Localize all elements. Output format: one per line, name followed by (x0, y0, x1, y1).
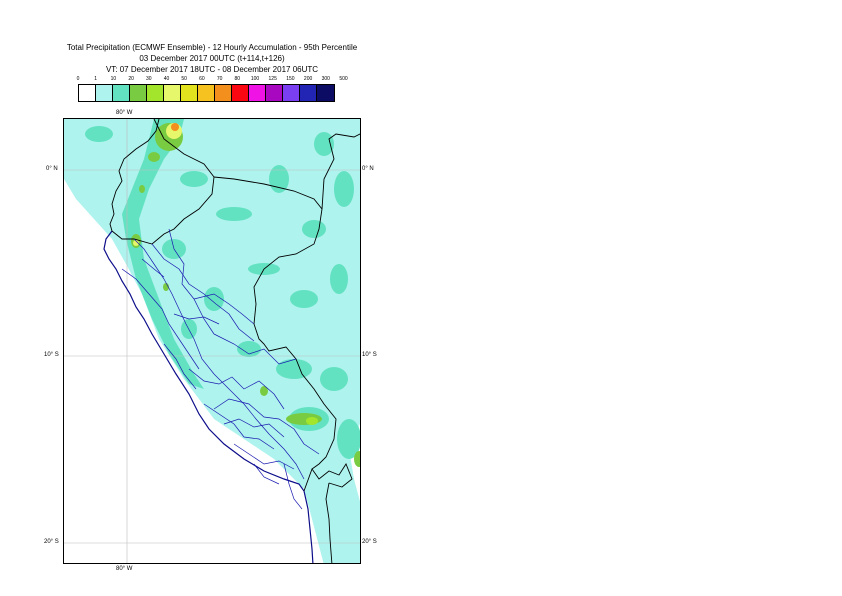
legend-swatch (215, 85, 232, 101)
lat-label-20s-left: 20° S (44, 539, 59, 545)
legend-swatch (96, 85, 113, 101)
precipitation-color-legend (78, 84, 335, 102)
legend-swatch (266, 85, 283, 101)
legend-tick-label: 80 (234, 76, 241, 82)
legend-tick-label: 500 (339, 76, 348, 82)
legend-tick-label: 125 (268, 76, 277, 82)
legend-swatch (283, 85, 300, 101)
precip-heavy-cells (131, 123, 360, 467)
precip-light-area (64, 119, 360, 563)
legend-swatch (130, 85, 147, 101)
legend-tick-label: 40 (163, 76, 170, 82)
precipitation-map (63, 118, 361, 564)
lat-label-eq-left: 0° N (46, 166, 58, 172)
legend-tick-label: 300 (321, 76, 330, 82)
legend-tick-label: 100 (250, 76, 260, 82)
legend-tick-labels: 0 1 10 20 30 40 50 60 70 80 100 125 150 200 300 500 (70, 76, 360, 84)
region-borders (121, 228, 320, 510)
lat-label-20s-right: 20° S (362, 539, 377, 545)
country-borders (109, 119, 360, 563)
map-title-line-3: VT: 07 December 2017 18UTC - 08 December… (105, 65, 319, 74)
lat-label-eq-right: 0° N (362, 166, 374, 172)
legend-swatch (164, 85, 181, 101)
legend-swatch (79, 85, 96, 101)
map-title-line-2: 03 December 2017 00UTC (t+114,t+126) (139, 54, 285, 63)
legend-tick-label: 70 (216, 76, 223, 82)
lon-label-top: 80° W (116, 110, 133, 116)
legend-swatch (232, 85, 249, 101)
legend-swatch (249, 85, 266, 101)
legend-tick-label: 0 (76, 76, 80, 82)
legend-tick-label: 150 (286, 76, 295, 82)
legend-tick-label: 60 (199, 76, 205, 82)
legend-tick-label: 200 (303, 76, 313, 82)
legend-tick-label: 20 (128, 76, 134, 82)
lon-label-bottom: 80° W (116, 566, 133, 572)
graticule (64, 119, 360, 563)
legend-tick-label: 1 (94, 76, 98, 82)
map-canvas (64, 119, 360, 563)
legend-swatch (113, 85, 130, 101)
legend-swatch (317, 85, 334, 101)
legend-swatch (147, 85, 164, 101)
legend-tick-label: 10 (110, 76, 117, 82)
legend-swatch (181, 85, 198, 101)
legend-tick-label: 50 (181, 76, 187, 82)
legend-swatch (198, 85, 215, 101)
map-title-line-1: Total Precipitation (ECMWF Ensemble) - 1… (66, 43, 358, 52)
legend-swatch (300, 85, 317, 101)
lat-label-10s-right: 10° S (362, 352, 377, 358)
legend-tick-label: 30 (146, 76, 152, 82)
lat-label-10s-left: 10° S (44, 352, 59, 358)
